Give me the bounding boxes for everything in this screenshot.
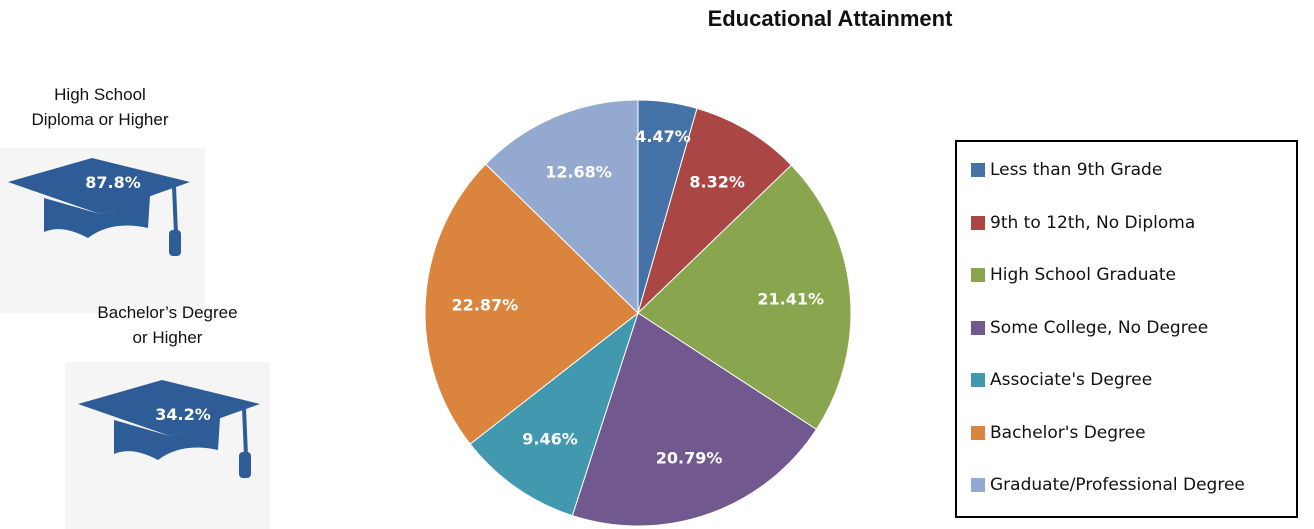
legend-swatch (971, 268, 985, 282)
legend-label: High School Graduate (990, 265, 1177, 285)
pie-slice (571, 312, 818, 527)
legend-item: Bachelor's Degree (971, 423, 1146, 443)
pie-slice (469, 311, 639, 517)
legend-item: Associate's Degree (971, 370, 1152, 390)
pie-slice (484, 100, 639, 315)
legend-swatch (971, 478, 985, 492)
pie-data-label: 12.68% (545, 163, 612, 182)
hs-diploma-badge: High School Diploma or Higher (0, 82, 290, 132)
legend-label: 9th to 12th, No Diploma (990, 212, 1196, 233)
pie-data-label: 4.47% (635, 127, 691, 146)
legend-item: Graduate/Professional Degree (971, 475, 1245, 495)
legend-label: Bachelor's Degree (990, 422, 1146, 443)
legend-label: Graduate/Professional Degree (990, 475, 1245, 495)
legend-swatch (971, 215, 985, 230)
chart-legend: Less than 9th Grade 9th to 12th, No Diplo… (955, 140, 1298, 518)
legend-label: Less than 9th Grade (990, 160, 1163, 180)
legend-swatch (971, 425, 985, 440)
pie-data-label: 20.79% (656, 449, 723, 468)
legend-label: Some College, No Degree (990, 317, 1209, 338)
pie-slice (424, 163, 639, 445)
bachelors-value: 34.2% (155, 405, 211, 424)
legend-swatch (971, 320, 985, 335)
pie-chart: 4.47% 8.32% 21.41% 20.79% 9.46% 22.87% 12.68% (424, 100, 852, 527)
bachelors-badge: Bachelor’s Degree or Higher (60, 300, 275, 350)
pie-data-label: 8.32% (689, 173, 745, 192)
pie-data-label: 22.87% (452, 295, 519, 314)
pie-data-label: 9.46% (522, 430, 578, 449)
legend-swatch (971, 163, 985, 177)
chart-title: Educational Attainment (707, 6, 953, 31)
pie-data-label: 21.41% (757, 290, 824, 309)
legend-item: 9th to 12th, No Diploma (971, 213, 1195, 233)
graduation-cap-icon (78, 380, 260, 478)
legend-label: Associate's Degree (990, 370, 1153, 390)
graduation-cap-icon (8, 158, 190, 256)
pie-slice (637, 107, 793, 315)
legend-item: High School Graduate (971, 265, 1176, 285)
legend-swatch (971, 373, 985, 387)
hs-diploma-caption: High School Diploma or Higher (31, 85, 169, 129)
bachelors-caption: Bachelor’s Degree or Higher (97, 303, 238, 347)
hs-diploma-value: 87.8% (85, 173, 141, 192)
legend-item: Some College, No Degree (971, 318, 1208, 338)
legend-item: Less than 9th Grade (971, 160, 1162, 180)
pie-slice (637, 164, 852, 431)
